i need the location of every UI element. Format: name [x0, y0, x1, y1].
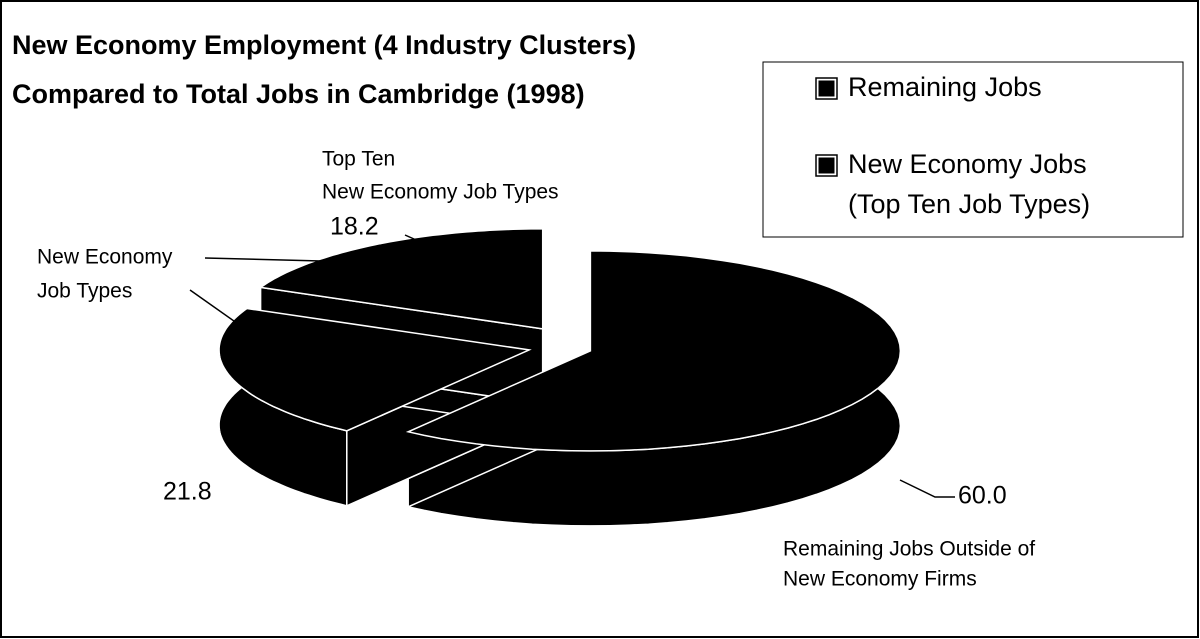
- category-label: New Economy: [37, 246, 173, 269]
- slice: [258, 228, 544, 330]
- chart-title: New Economy Employment (4 Industry Clust…: [12, 30, 636, 60]
- slice: [218, 307, 532, 432]
- category-label: Top Ten: [322, 148, 395, 171]
- category-label: Remaining Jobs Outside of: [783, 538, 1035, 561]
- leader-line: [204, 257, 361, 263]
- slice: [405, 250, 902, 452]
- legend-swatch-border: [815, 77, 838, 100]
- leader-line: [404, 234, 489, 273]
- legend-entry: (Top Ten Job Types): [848, 189, 1090, 219]
- leader-line: [189, 289, 276, 351]
- legend-swatch: [817, 79, 836, 98]
- legend-swatch: [817, 156, 836, 175]
- value-label: 60.0: [958, 482, 1007, 510]
- category-label: New Economy Job Types: [322, 181, 559, 204]
- legend-entry: New Economy Jobs: [848, 149, 1087, 179]
- value-label: 21.8: [163, 478, 212, 506]
- category-label: New Economy Firms: [783, 568, 977, 591]
- value-label: 18.2: [330, 213, 379, 241]
- chart-title: Compared to Total Jobs in Cambridge (199…: [12, 79, 585, 109]
- leader-line: [899, 479, 955, 498]
- legend-swatch-border: [815, 154, 838, 177]
- pie: [218, 228, 902, 527]
- category-label: Job Types: [37, 280, 132, 303]
- legend-entry: Remaining Jobs: [848, 72, 1042, 102]
